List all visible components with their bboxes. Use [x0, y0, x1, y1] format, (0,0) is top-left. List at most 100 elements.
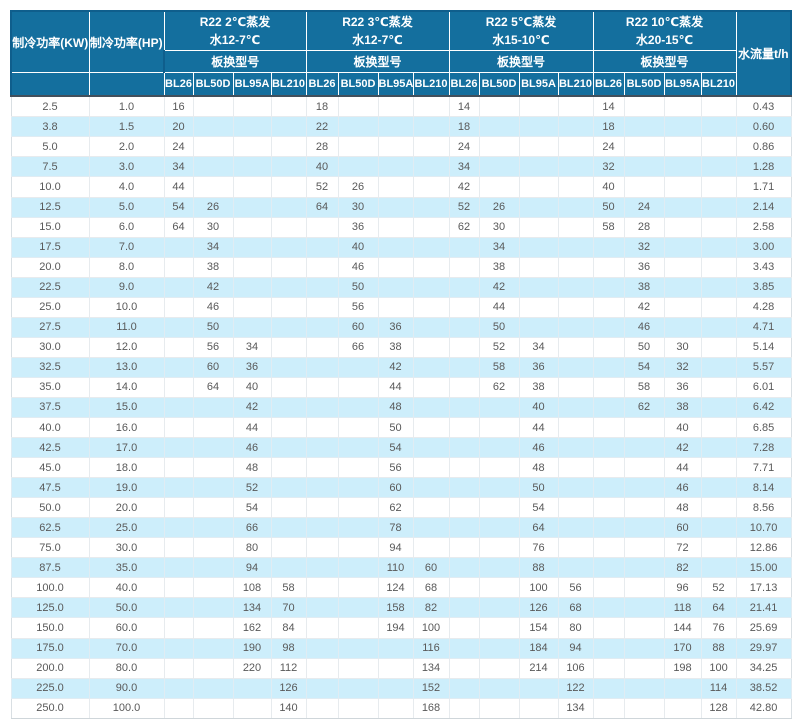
cell-model-value: 58: [478, 356, 520, 378]
cell-model-value: [192, 677, 234, 699]
cell-model-value: 38: [478, 256, 520, 278]
cell-model-value: 98: [270, 637, 307, 659]
cell-model-value: 38: [518, 376, 559, 398]
cell-model-value: [305, 557, 339, 579]
cell-model-value: 60: [377, 477, 414, 499]
cell-model-value: [518, 276, 559, 298]
header-model-bl210: BL210: [270, 72, 307, 97]
table-row: 250.0 100.0 140 168 134 128 42.80: [10, 697, 792, 720]
header-model-bl26: BL26: [592, 72, 625, 97]
cell-cooling-hp: 50.0: [88, 597, 165, 619]
cell-model-value: [163, 336, 194, 358]
cell-model-value: [700, 477, 737, 499]
cell-cooling-hp: 13.0: [88, 356, 165, 378]
cell-model-value: 52: [700, 577, 737, 599]
cell-model-value: [592, 437, 625, 459]
group-water-temp: 水15-10℃: [492, 33, 550, 47]
cell-model-value: 214: [518, 657, 559, 679]
cell-model-value: [663, 256, 702, 278]
cell-model-value: 44: [377, 376, 414, 398]
cell-model-value: 122: [557, 677, 594, 699]
cell-cooling-hp: 8.0: [88, 256, 165, 278]
cell-water-flow: 6.85: [735, 417, 792, 439]
cell-cooling-kw: 75.0: [10, 537, 90, 559]
cell-model-value: [337, 577, 379, 599]
cell-model-value: [700, 296, 737, 318]
cell-model-value: 34: [448, 156, 480, 178]
cell-cooling-kw: 3.8: [10, 116, 90, 138]
cell-model-value: [448, 677, 480, 699]
cell-model-value: 52: [305, 176, 339, 198]
cell-model-value: [412, 376, 450, 398]
cell-model-value: [337, 477, 379, 499]
cell-model-value: 54: [232, 497, 272, 519]
table-row: 225.0 90.0 126 152 122 114 38.52: [10, 677, 792, 699]
cell-model-value: [518, 216, 559, 238]
cell-model-value: [448, 256, 480, 278]
cell-model-value: [305, 296, 339, 318]
table-row: 5.0 2.0 24 28 24 24 0.86: [10, 136, 792, 158]
cell-model-value: 34: [192, 236, 234, 258]
header-model-bl50d: BL50D: [623, 72, 665, 97]
cell-model-value: [623, 677, 665, 699]
cell-model-value: [412, 497, 450, 519]
cell-model-value: 58: [592, 216, 625, 238]
cell-model-value: [478, 136, 520, 158]
cell-model-value: [592, 697, 625, 720]
cell-cooling-kw: 7.5: [10, 156, 90, 178]
cell-model-value: 162: [232, 617, 272, 639]
cell-model-value: 40: [337, 236, 379, 258]
cell-model-value: [592, 316, 625, 338]
cell-model-value: 64: [192, 376, 234, 398]
cell-model-value: 94: [557, 637, 594, 659]
cell-model-value: 108: [232, 577, 272, 599]
cell-model-value: [623, 136, 665, 158]
cell-model-value: [192, 136, 234, 158]
cell-model-value: 198: [663, 657, 702, 679]
cell-model-value: [557, 156, 594, 178]
cell-model-value: [557, 376, 594, 398]
cell-model-value: [448, 517, 480, 539]
cell-model-value: [377, 697, 414, 720]
cell-model-value: [377, 196, 414, 218]
cell-model-value: [700, 316, 737, 338]
cell-model-value: [270, 216, 307, 238]
cell-model-value: 70: [270, 597, 307, 619]
cell-water-flow: 0.43: [735, 95, 792, 118]
cell-model-value: 36: [663, 376, 702, 398]
cell-model-value: 46: [623, 316, 665, 338]
cell-model-value: [270, 236, 307, 258]
cell-model-value: [192, 417, 234, 439]
cell-model-value: [163, 256, 194, 278]
cell-model-value: 48: [377, 396, 414, 419]
cell-model-value: [557, 196, 594, 218]
cell-cooling-kw: 200.0: [10, 657, 90, 679]
cell-model-value: [448, 437, 480, 459]
table-row: 35.0 14.0 64 40 44 62 38 58 36 6.01: [10, 376, 792, 398]
cell-model-value: 46: [192, 296, 234, 318]
cell-model-value: [305, 697, 339, 720]
table-header: 制冷功率(KW) 制冷功率(HP) R22 2℃蒸发 水12-7℃ R22 3℃…: [10, 10, 793, 97]
cell-model-value: 100: [412, 617, 450, 639]
cell-model-value: [557, 256, 594, 278]
cell-water-flow: 4.28: [735, 296, 792, 318]
cell-water-flow: 8.14: [735, 477, 792, 499]
cell-model-value: [232, 296, 272, 318]
cell-model-value: [192, 597, 234, 619]
cell-model-value: [163, 657, 194, 679]
cell-model-value: [163, 577, 194, 599]
cell-model-value: 94: [232, 557, 272, 579]
cell-model-value: [592, 236, 625, 258]
header-model-bl95a: BL95A: [232, 72, 272, 97]
table-row: 175.0 70.0 190 98 116 184 94 170 88 29.97: [10, 637, 792, 659]
cell-model-value: [305, 437, 339, 459]
cell-model-value: 190: [232, 637, 272, 659]
cell-model-value: [163, 517, 194, 539]
table-row: 125.0 50.0 134 70 158 82 126 68 118 64 21.41: [10, 597, 792, 619]
cell-model-value: [478, 437, 520, 459]
cell-cooling-kw: 37.5: [10, 396, 90, 419]
cell-model-value: 68: [557, 597, 594, 619]
cell-model-value: 62: [377, 497, 414, 519]
cell-model-value: [163, 417, 194, 439]
cell-model-value: [163, 497, 194, 519]
